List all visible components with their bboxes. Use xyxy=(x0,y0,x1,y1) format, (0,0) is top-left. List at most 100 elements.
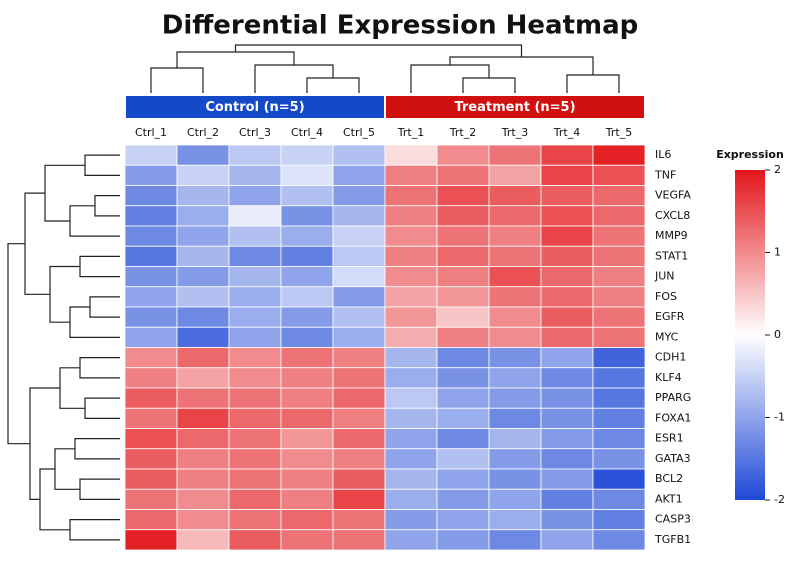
heatmap-cell xyxy=(280,185,334,207)
row-label: KLF4 xyxy=(655,371,682,384)
heatmap-cell xyxy=(540,509,594,531)
heatmap-cell xyxy=(540,164,594,186)
heatmap-cell xyxy=(384,144,438,166)
heatmap-cell xyxy=(488,144,542,166)
column-label: Ctrl_3 xyxy=(239,126,271,139)
heatmap-cell xyxy=(176,326,230,348)
heatmap-cell xyxy=(436,225,490,247)
heatmap-cell xyxy=(228,367,282,389)
heatmap-cell xyxy=(540,225,594,247)
heatmap-cell xyxy=(124,205,178,227)
heatmap-cell xyxy=(384,407,438,429)
column-label: Ctrl_2 xyxy=(187,126,219,139)
heatmap-cell xyxy=(436,266,490,288)
heatmap-cell xyxy=(540,306,594,328)
colorbar-tick-label: -2 xyxy=(774,493,785,506)
heatmap-cell xyxy=(436,468,490,490)
heatmap-cell xyxy=(332,225,386,247)
row-label: BCL2 xyxy=(655,472,683,485)
heatmap-cell xyxy=(280,326,334,348)
heatmap-cell xyxy=(384,326,438,348)
row-label: EGFR xyxy=(655,310,685,323)
heatmap-cell xyxy=(332,326,386,348)
heatmap-cell xyxy=(228,326,282,348)
heatmap-cell xyxy=(384,387,438,409)
heatmap-cell xyxy=(384,509,438,531)
heatmap-cell xyxy=(124,266,178,288)
heatmap-cell xyxy=(436,428,490,450)
row-label: MYC xyxy=(655,330,679,343)
colorbar-tick-label: 2 xyxy=(774,163,781,176)
heatmap-cell xyxy=(280,266,334,288)
heatmap-cell xyxy=(488,286,542,308)
heatmap-cell xyxy=(384,286,438,308)
heatmap-cell xyxy=(332,205,386,227)
heatmap-cell xyxy=(332,164,386,186)
heatmap-cell xyxy=(228,266,282,288)
heatmap-cell xyxy=(228,347,282,369)
heatmap-cell xyxy=(176,164,230,186)
row-label: JUN xyxy=(654,270,675,283)
heatmap-cell xyxy=(592,468,646,490)
heatmap-cell xyxy=(176,185,230,207)
heatmap-cell xyxy=(592,245,646,267)
heatmap-cell xyxy=(280,144,334,166)
heatmap-cell xyxy=(228,448,282,470)
column-label: Trt_1 xyxy=(397,126,424,139)
row-label: MMP9 xyxy=(655,229,688,242)
colorbar-tick-label: -1 xyxy=(774,411,785,424)
heatmap-cell xyxy=(592,286,646,308)
heatmap-cell xyxy=(488,387,542,409)
heatmap-cell xyxy=(540,205,594,227)
heatmap-cell xyxy=(124,448,178,470)
heatmap-cell xyxy=(124,428,178,450)
heatmap-cell xyxy=(592,387,646,409)
heatmap-cell xyxy=(332,428,386,450)
heatmap-cell xyxy=(228,245,282,267)
heatmap-cell xyxy=(332,185,386,207)
heatmap-cell xyxy=(280,529,334,551)
heatmap-cell xyxy=(176,529,230,551)
heatmap-cell xyxy=(540,326,594,348)
column-label: Trt_4 xyxy=(553,126,580,139)
heatmap-cell xyxy=(228,185,282,207)
heatmap-cell xyxy=(488,529,542,551)
heatmap-cell xyxy=(488,367,542,389)
column-dendrogram xyxy=(150,44,620,93)
colorbar xyxy=(735,170,765,500)
heatmap-cell xyxy=(228,509,282,531)
heatmap-cell xyxy=(332,306,386,328)
heatmap-cell xyxy=(488,428,542,450)
heatmap-cell xyxy=(436,245,490,267)
heatmap-cell xyxy=(228,529,282,551)
heatmap-cell xyxy=(436,306,490,328)
heatmap-cell xyxy=(280,164,334,186)
heatmap-cell xyxy=(436,185,490,207)
heatmap-cell xyxy=(488,164,542,186)
heatmap-cell xyxy=(124,225,178,247)
heatmap-cell xyxy=(332,509,386,531)
heatmap-cell xyxy=(124,468,178,490)
heatmap-cell xyxy=(592,266,646,288)
heatmap-cell xyxy=(592,347,646,369)
heatmap-cell xyxy=(176,286,230,308)
group-bar xyxy=(126,96,384,118)
heatmap-cell xyxy=(592,407,646,429)
heatmap-cell xyxy=(176,407,230,429)
column-label: Trt_2 xyxy=(449,126,476,139)
heatmap-cell xyxy=(488,468,542,490)
heatmap-cell xyxy=(540,367,594,389)
heatmap-cell xyxy=(592,529,646,551)
heatmap-cell xyxy=(124,488,178,510)
heatmap-cell xyxy=(384,428,438,450)
heatmap-cell xyxy=(384,185,438,207)
heatmap-cell xyxy=(384,306,438,328)
row-label: FOXA1 xyxy=(655,411,691,424)
heatmap-cell xyxy=(332,245,386,267)
column-label: Ctrl_5 xyxy=(343,126,375,139)
heatmap-cell xyxy=(280,428,334,450)
heatmap-cell xyxy=(176,367,230,389)
column-label: Ctrl_1 xyxy=(135,126,167,139)
heatmap-cell xyxy=(540,245,594,267)
heatmap-cell xyxy=(540,286,594,308)
